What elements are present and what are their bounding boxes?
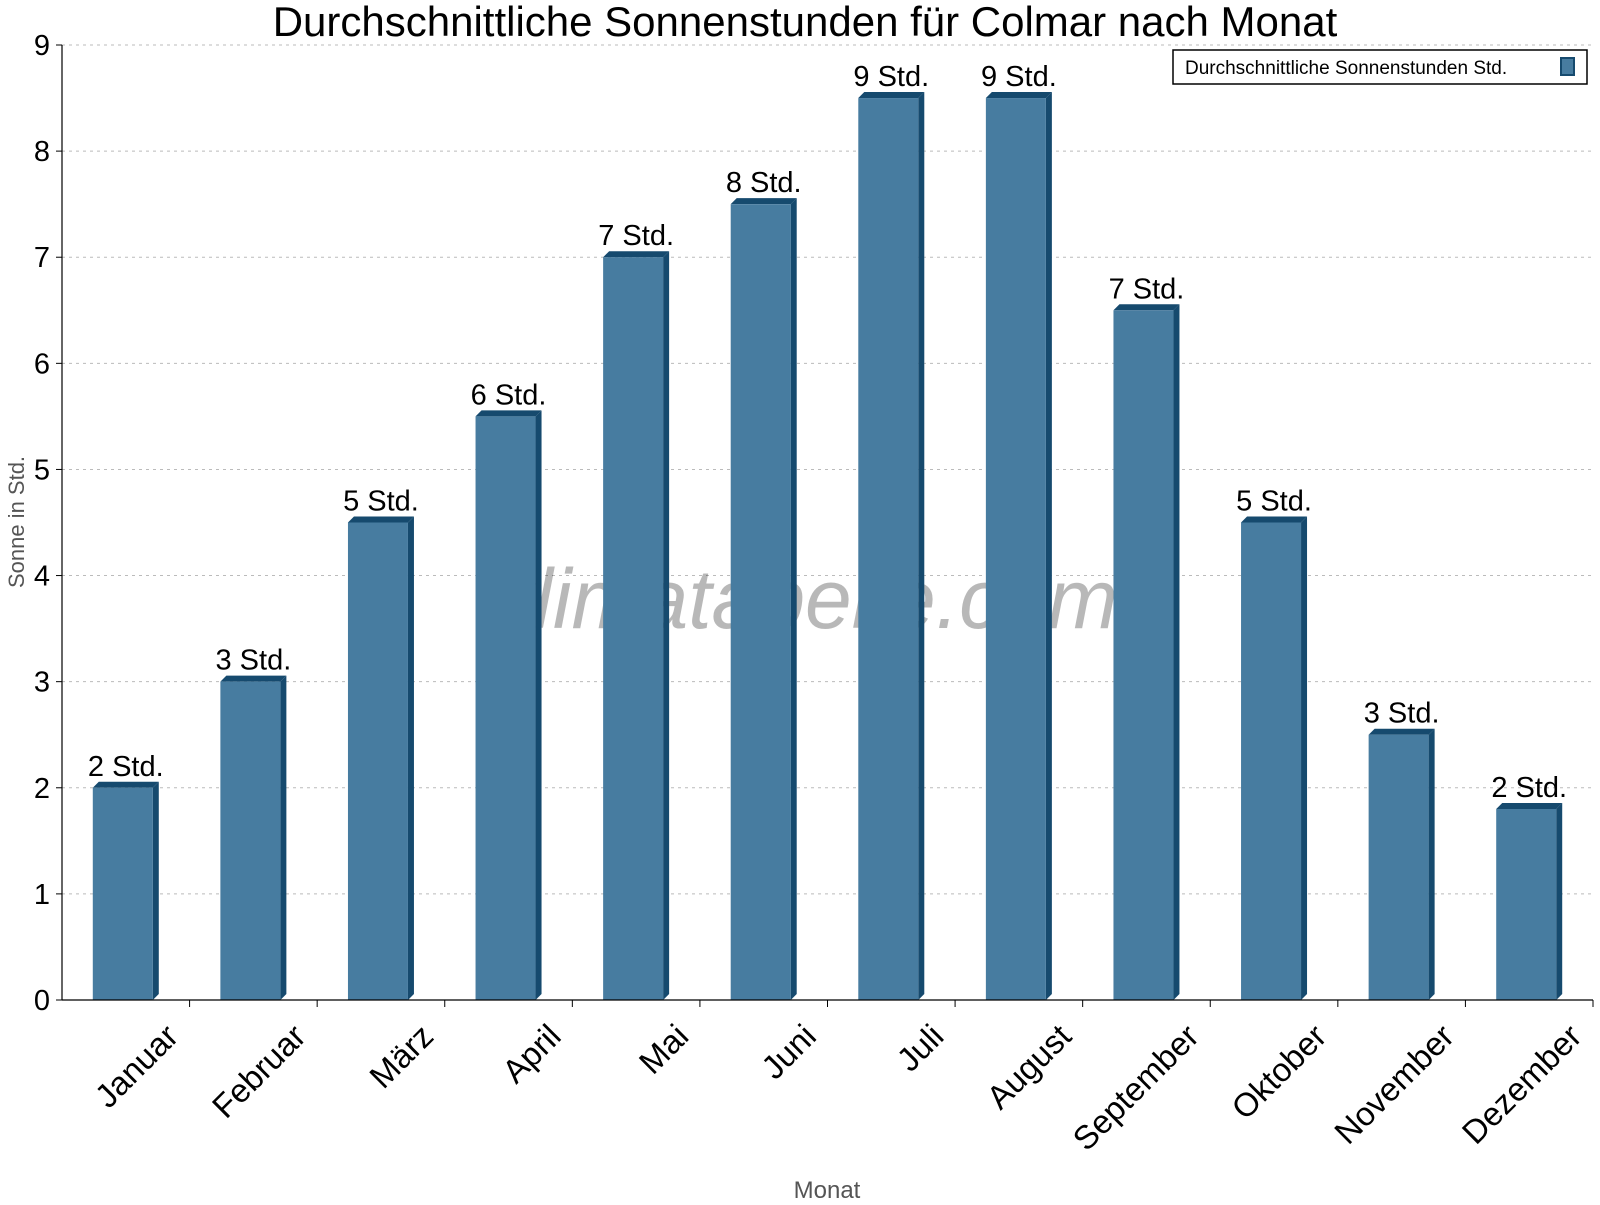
bar — [730, 204, 791, 1000]
bar-top — [985, 92, 1052, 99]
y-tick-label: 1 — [34, 879, 50, 911]
x-tick-label: August — [979, 1017, 1078, 1116]
data-label: 8 Std. — [726, 167, 802, 199]
bar-side — [1301, 516, 1308, 1000]
data-label: 2 Std. — [88, 751, 164, 783]
bar-top — [1113, 304, 1180, 311]
bar-top — [220, 675, 287, 682]
y-tick-label: 9 — [34, 30, 50, 62]
y-tick-label: 5 — [34, 454, 50, 486]
bar — [858, 98, 919, 1001]
x-tick-label: März — [362, 1017, 440, 1095]
bar-top — [1496, 803, 1563, 809]
bar-side — [280, 675, 287, 1000]
data-label: 5 Std. — [1236, 486, 1312, 518]
bar-top — [1368, 728, 1435, 735]
legend-label: Durchschnittliche Sonnenstunden Std. — [1185, 58, 1507, 79]
bar-top — [730, 198, 797, 205]
bar-top — [475, 410, 542, 417]
bar — [347, 522, 408, 1000]
bar-top — [1241, 516, 1308, 523]
x-tick-label: Februar — [205, 1017, 313, 1125]
data-label: 9 Std. — [853, 61, 929, 93]
bar-side — [918, 92, 925, 1001]
bar-top — [858, 92, 925, 99]
x-tick-label: Januar — [88, 1017, 186, 1115]
data-label: 9 Std. — [981, 61, 1057, 93]
y-tick-label: 3 — [34, 667, 50, 699]
bar-side — [1173, 304, 1180, 1000]
bar-side — [1556, 803, 1563, 1000]
bar — [475, 416, 536, 1000]
bar — [92, 787, 153, 1000]
data-label: 5 Std. — [343, 486, 419, 518]
bar — [1113, 310, 1174, 1000]
x-tick-label: September — [1065, 1017, 1205, 1157]
y-tick-label: 0 — [34, 985, 50, 1017]
legend-swatch — [1560, 57, 1575, 76]
legend: Durchschnittliche Sonnenstunden Std. — [1172, 49, 1588, 85]
data-label: 7 Std. — [598, 220, 674, 252]
bar — [1368, 734, 1429, 1000]
x-tick-label: November — [1327, 1017, 1461, 1151]
x-tick-label: Oktober — [1224, 1017, 1333, 1126]
data-label: 3 Std. — [215, 645, 291, 677]
y-tick-label: 8 — [34, 136, 50, 168]
bar-side — [407, 516, 414, 1000]
bar-side — [152, 781, 159, 1000]
bar — [1496, 809, 1557, 1000]
x-tick-label: Mai — [632, 1017, 696, 1081]
data-label: 2 Std. — [1491, 772, 1567, 804]
chart-title: Durchschnittliche Sonnenstunden für Colm… — [273, 0, 1338, 45]
y-tick-label: 2 — [34, 773, 50, 805]
bar-side — [535, 410, 542, 1000]
bar-side — [790, 198, 797, 1000]
y-tick-label: 7 — [34, 242, 50, 274]
bar-side — [1428, 728, 1435, 1000]
x-tick-label: Juni — [754, 1017, 823, 1086]
x-tick-label: Juli — [889, 1017, 950, 1078]
y-axis-label: Sonne in Std. — [4, 456, 29, 588]
y-tick-label: 4 — [34, 561, 50, 593]
bar-top — [92, 781, 159, 788]
bar — [1241, 522, 1302, 1000]
bar-top — [603, 251, 670, 258]
data-label: 7 Std. — [1109, 273, 1185, 305]
y-tick-label: 6 — [34, 348, 50, 380]
x-tick-label: April — [495, 1017, 568, 1090]
data-label: 3 Std. — [1364, 698, 1440, 730]
data-label: 6 Std. — [471, 379, 547, 411]
bar-side — [1045, 92, 1052, 1001]
bar — [985, 98, 1046, 1001]
bar — [603, 257, 664, 1000]
bar — [220, 681, 281, 1000]
x-axis-label: Monat — [794, 1177, 861, 1200]
bar-side — [663, 251, 670, 1000]
bar-top — [347, 516, 414, 523]
x-tick-label: Dezember — [1455, 1017, 1589, 1151]
